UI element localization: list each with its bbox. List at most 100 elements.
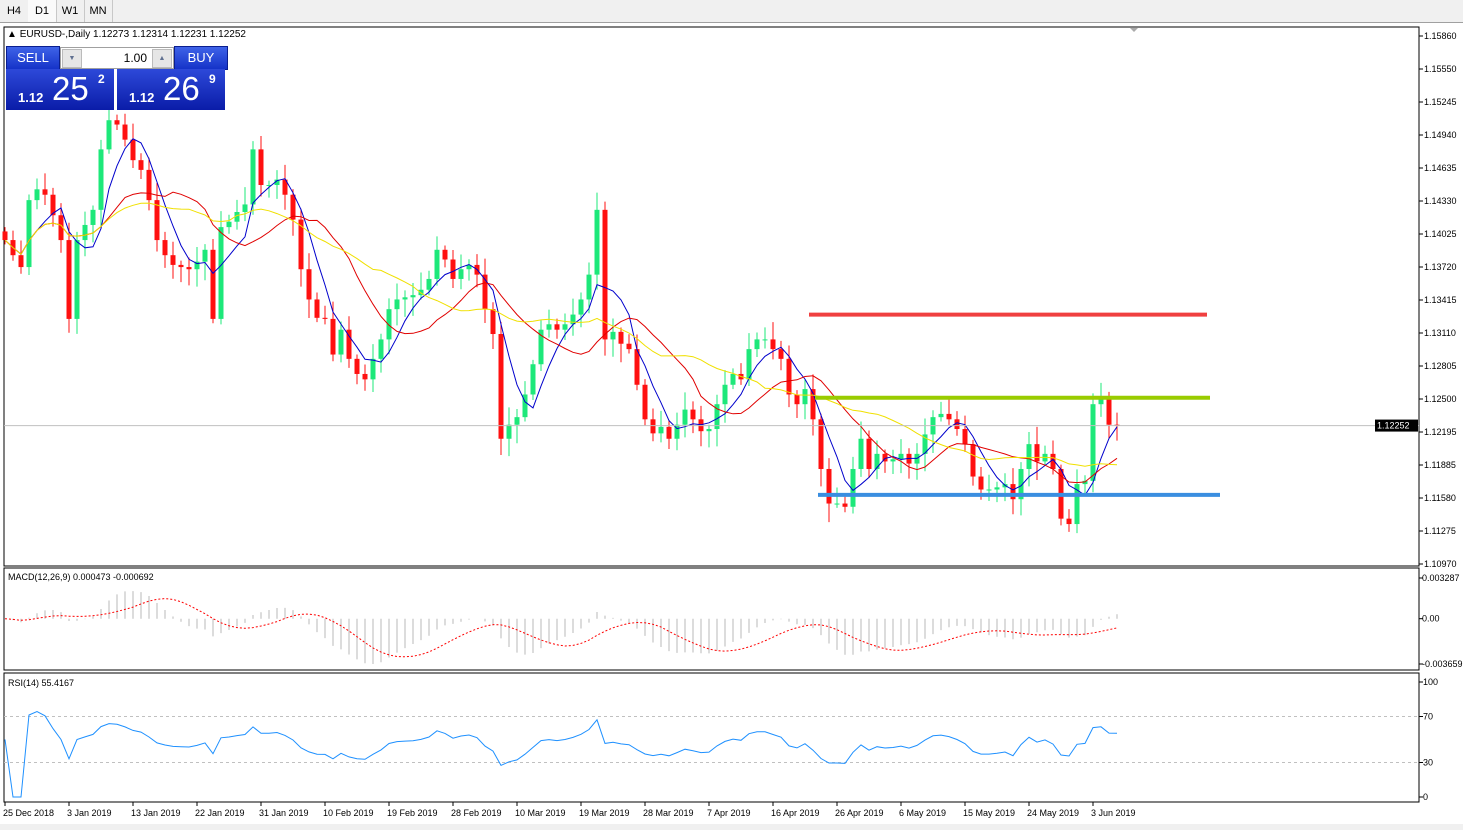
sell-price[interactable]: 1.12 25 2 (6, 69, 114, 110)
candle-body (130, 139, 136, 161)
date-label: 24 May 2019 (1027, 808, 1079, 818)
candle-body (226, 221, 232, 228)
candle-body (858, 438, 864, 469)
tab-w1[interactable]: W1 (56, 0, 85, 22)
candle-body (770, 339, 776, 350)
candle-body (722, 384, 728, 405)
candle-body (18, 255, 24, 268)
rsi-tick-label: 100 (1423, 677, 1438, 687)
candle-body (1090, 404, 1096, 481)
candle-body (938, 413, 944, 418)
date-label: 7 Apr 2019 (707, 808, 751, 818)
candle-body (970, 444, 976, 477)
price-tick-label: 1.10970 (1424, 559, 1457, 569)
candle-body (242, 204, 248, 212)
collapse-triangle-icon[interactable]: ▲ (7, 29, 17, 40)
candle-body (754, 339, 760, 350)
candle-body (66, 240, 72, 319)
date-label: 19 Feb 2019 (387, 808, 438, 818)
candle-body (850, 468, 856, 507)
candle-body (170, 255, 176, 265)
lot-increase-icon[interactable]: ▲ (152, 49, 172, 68)
date-label: 26 Apr 2019 (835, 808, 884, 818)
date-label: 15 May 2019 (963, 808, 1015, 818)
current-price-badge (1375, 419, 1418, 432)
main-pane-frame (3, 26, 1420, 567)
candle-body (1026, 444, 1032, 469)
current-price-label: 1.12252 (1377, 421, 1410, 431)
symbol-title: EURUSD-,Daily (19, 29, 91, 40)
candle-body (106, 120, 112, 150)
candle-body (194, 261, 200, 270)
candle-body (786, 358, 792, 395)
buy-price[interactable]: 1.12 26 9 (117, 69, 225, 110)
candle-body (394, 299, 400, 310)
lot-value: 1.00 (123, 51, 147, 65)
lot-decrease-icon[interactable]: ▼ (62, 49, 82, 68)
candle-body (898, 453, 904, 460)
macd-tick-label: 0.00 (1422, 614, 1440, 624)
price-tick-label: 1.13110 (1424, 328, 1456, 338)
candle-body (506, 424, 512, 439)
tab-d1[interactable]: D1 (28, 0, 57, 22)
candle-body (706, 429, 712, 432)
date-label: 28 Feb 2019 (451, 808, 502, 818)
sell-price-prefix: 1.12 (18, 90, 44, 105)
candle-body (290, 194, 296, 220)
candle-body (114, 120, 120, 125)
candle-body (338, 329, 344, 355)
candle-body (690, 409, 696, 420)
price-tick-label: 1.11275 (1424, 526, 1456, 536)
candle-body (610, 331, 616, 340)
date-label: 28 Mar 2019 (643, 808, 694, 818)
date-label: 16 Apr 2019 (771, 808, 820, 818)
buy-button[interactable]: BUY (174, 46, 228, 70)
candle-body (58, 215, 64, 241)
candle-body (354, 358, 360, 374)
candle-body (674, 424, 680, 439)
candle-body (490, 309, 496, 335)
macd-tick-label: -0.003659 (1422, 659, 1463, 669)
candle-body (122, 124, 128, 140)
candle-body (402, 297, 408, 300)
candle-body (82, 224, 88, 241)
candle-body (602, 209, 608, 340)
candle-body (962, 429, 968, 445)
date-label: 10 Mar 2019 (515, 808, 566, 818)
price-tick-label: 1.13720 (1424, 262, 1457, 272)
buy-price-prefix: 1.12 (129, 90, 155, 105)
sell-button[interactable]: SELL (6, 46, 60, 70)
candle-body (386, 309, 392, 340)
price-tick-label: 1.14635 (1424, 163, 1457, 173)
tab-mn[interactable]: MN (84, 0, 113, 22)
candle-body (378, 339, 384, 359)
candle-body (650, 419, 656, 434)
candle-body (570, 314, 576, 325)
date-label: 3 Jan 2019 (67, 808, 112, 818)
candle-body (522, 394, 528, 418)
candle-body (466, 264, 472, 270)
sell-price-pips: 25 (52, 70, 89, 107)
candle-body (1074, 484, 1080, 525)
candle-body (514, 417, 520, 425)
candle-body (370, 358, 376, 380)
candle-body (266, 185, 272, 187)
candle-body (154, 200, 160, 241)
candle-body (618, 331, 624, 344)
price-tick-label: 1.15550 (1424, 64, 1457, 74)
candle-body (546, 324, 552, 330)
rsi-tick-label: 70 (1423, 712, 1433, 722)
candle-body (818, 419, 824, 469)
candle-body (634, 349, 640, 385)
lot-size-input[interactable]: ▼ 1.00 ▲ (60, 47, 174, 69)
candle-body (642, 384, 648, 420)
candle-body (42, 189, 48, 195)
candle-body (362, 373, 368, 380)
price-tick-label: 1.11885 (1424, 460, 1456, 470)
candle-body (146, 169, 152, 201)
ohlc-values: 1.12273 1.12314 1.12231 1.12252 (93, 29, 246, 40)
candle-body (826, 468, 832, 504)
rsi-tick-label: 0 (1423, 792, 1428, 802)
candle-body (954, 419, 960, 430)
